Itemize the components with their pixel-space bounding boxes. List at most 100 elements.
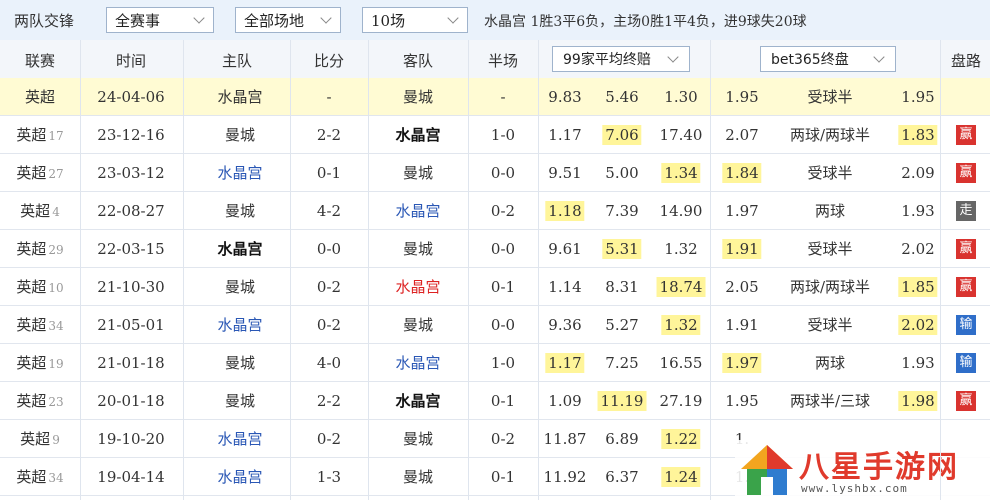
round: 4	[52, 205, 60, 219]
league-cell: 英超 19	[13, 353, 66, 374]
table-row: 英超 19 21-01-18 曼城 4-0 水晶宫 1-0 1.17 7.25 16.55 1.97…	[0, 344, 990, 382]
handicap-result: 赢	[956, 125, 976, 145]
handicap-result: 走	[956, 201, 976, 221]
bet365-odds: 1.97	[725, 202, 759, 220]
league: 英超	[20, 430, 51, 448]
avg-odds: 6.37	[605, 468, 639, 486]
bet365-odds: 1.91	[725, 316, 759, 334]
handicap-result: 赢	[956, 163, 976, 183]
league: 英超	[16, 278, 47, 296]
half-score: 0-0	[490, 240, 516, 258]
league: 英超	[16, 316, 47, 334]
bet365-odds: 1.95	[901, 88, 935, 106]
half-score: 0-2	[490, 202, 516, 220]
date: 21-01-18	[97, 354, 165, 372]
score: 0-0	[316, 240, 342, 258]
round: 34	[48, 471, 64, 485]
home-team: 水晶宫	[217, 88, 263, 106]
avg-odds: 9.36	[548, 316, 582, 334]
date: 19-10-20	[97, 430, 165, 448]
bet365-odds: 2.05	[725, 278, 759, 296]
handicap: 两球	[814, 202, 846, 220]
league: 英超	[16, 126, 47, 144]
bet365-odds: 2.07	[725, 126, 759, 144]
round: 10	[48, 281, 64, 295]
bet365-odds: 1.97	[722, 353, 762, 373]
odds-dropdown[interactable]: 99家平均终赔	[552, 46, 690, 72]
column-separator	[468, 40, 469, 500]
date: 19-04-14	[97, 468, 165, 486]
half-score: -	[500, 88, 506, 106]
league: 英超	[20, 202, 51, 220]
home-team: 曼城	[224, 126, 256, 144]
league: 英超	[16, 468, 47, 486]
filter-dropdown[interactable]: 全部场地	[235, 7, 341, 33]
avg-odds: 9.61	[548, 240, 582, 258]
bet365-odds: 2.02	[898, 315, 938, 335]
avg-odds: 5.31	[602, 239, 642, 259]
date: 22-03-15	[97, 240, 165, 258]
bet365-odds: 1.93	[901, 354, 935, 372]
bet365-odds: 1.95	[725, 392, 759, 410]
home-team: 曼城	[224, 278, 256, 296]
bet365-odds: 1.95	[725, 88, 759, 106]
handicap-result: 赢	[956, 277, 976, 297]
avg-odds: 1.17	[548, 126, 582, 144]
league-cell: 英超 34	[13, 467, 66, 488]
bet365-dropdown[interactable]: bet365终盘	[760, 46, 896, 72]
bet365-odds: 1.93	[901, 202, 935, 220]
handicap: 两球半/三球	[789, 392, 871, 410]
avg-odds: 7.06	[602, 125, 642, 145]
league: 英超	[16, 392, 47, 410]
date: 21-05-01	[97, 316, 165, 334]
round: 27	[48, 167, 64, 181]
half-score: 1-0	[490, 126, 516, 144]
date: 23-12-16	[97, 126, 165, 144]
table-row: 英超 24-04-06 水晶宫 - 曼城 - 9.83 5.46 1.30 1.95 受球半 1.95	[0, 78, 990, 116]
away-team: 水晶宫	[395, 278, 441, 296]
home-team: 曼城	[224, 354, 256, 372]
column-separator	[368, 40, 369, 500]
date: 20-01-18	[97, 392, 165, 410]
league: 英超	[16, 164, 47, 182]
avg-odds: 27.19	[659, 392, 703, 410]
half-score: 0-1	[490, 392, 516, 410]
bet365-odds: 1.91	[722, 239, 762, 259]
home-team: 水晶宫	[217, 316, 263, 334]
avg-odds: 7.25	[605, 354, 639, 372]
handicap-result: 赢	[956, 239, 976, 259]
away-team: 曼城	[402, 316, 434, 334]
score: 0-1	[316, 164, 342, 182]
score: 0-2	[316, 278, 342, 296]
filter-dropdown[interactable]: 全赛事	[106, 7, 214, 33]
score: 4-0	[316, 354, 342, 372]
score: 4-2	[316, 202, 342, 220]
avg-odds: 1.18	[545, 201, 585, 221]
away-team: 曼城	[402, 430, 434, 448]
league-cell: 英超 10	[13, 277, 66, 298]
avg-odds: 11.19	[597, 391, 647, 411]
watermark: 八星手游网 www.lyshbx.com	[735, 440, 990, 500]
score: 2-2	[316, 392, 342, 410]
bet365-odds: 2.09	[901, 164, 935, 182]
table-row: 英超 10 21-10-30 曼城 0-2 水晶宫 0-1 1.14 8.31 18.74 2.05…	[0, 268, 990, 306]
league-cell: 英超 27	[13, 163, 66, 184]
half-score: 0-1	[490, 468, 516, 486]
round: 19	[48, 357, 64, 371]
date: 21-10-30	[97, 278, 165, 296]
score: 0-2	[316, 430, 342, 448]
avg-odds: 1.17	[545, 353, 585, 373]
away-team: 曼城	[402, 240, 434, 258]
watermark-title: 八星手游网	[799, 450, 959, 485]
home-team: 曼城	[224, 392, 256, 410]
away-team: 曼城	[402, 88, 434, 106]
league-cell: 英超	[22, 87, 58, 107]
filter-dropdown[interactable]: 10场	[362, 7, 468, 33]
round: 34	[48, 319, 64, 333]
avg-odds: 1.24	[661, 467, 701, 487]
league: 英超	[16, 354, 47, 372]
home-team: 水晶宫	[217, 164, 263, 182]
avg-odds: 14.90	[659, 202, 703, 220]
handicap: 受球半	[807, 316, 853, 334]
avg-odds: 9.83	[548, 88, 582, 106]
